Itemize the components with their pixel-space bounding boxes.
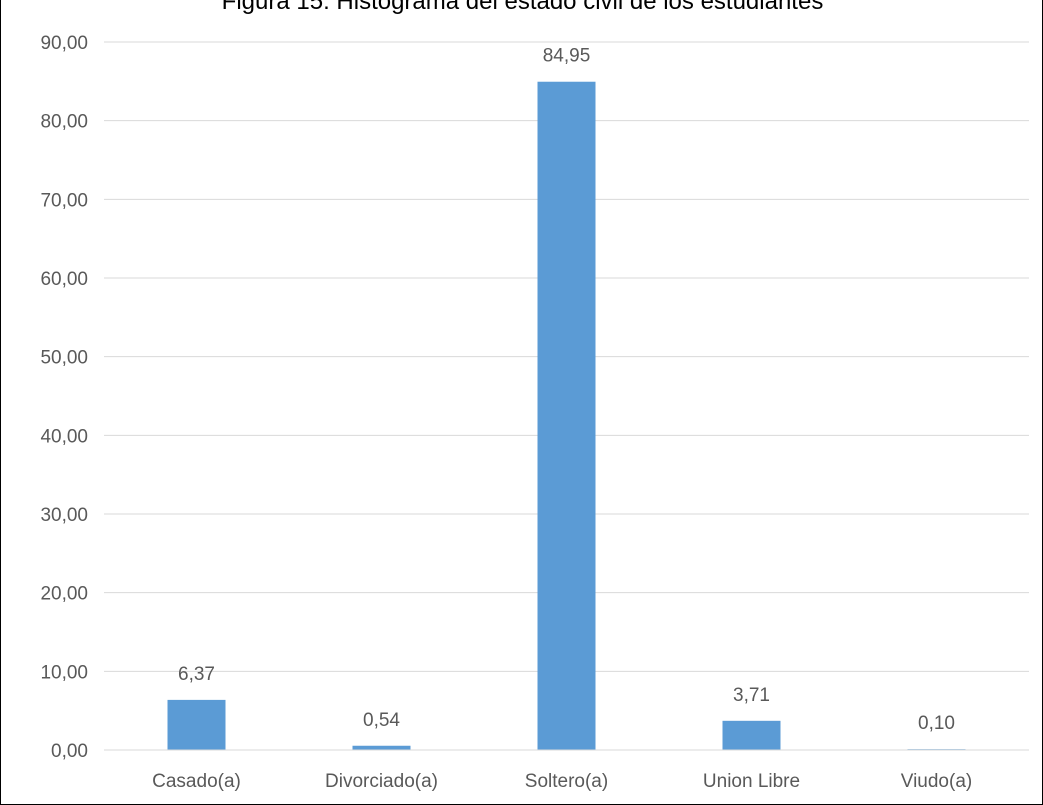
bar-union-libre <box>722 720 781 750</box>
bars <box>167 81 966 750</box>
y-tick-label: 70,00 <box>40 190 88 211</box>
data-labels: 6,37 0,54 84,95 3,71 0,10 <box>178 46 955 734</box>
x-category-label: Union Libre <box>703 771 800 792</box>
y-tick-label: 80,00 <box>40 112 88 133</box>
y-tick-label: 60,00 <box>40 269 88 290</box>
y-tick-label: 30,00 <box>40 505 88 526</box>
bar-casado-a <box>167 699 226 750</box>
x-category-label: Casado(a) <box>152 771 241 792</box>
data-label: 6,37 <box>178 664 215 685</box>
y-tick-label: 20,00 <box>40 584 88 605</box>
y-tick-label: 0,00 <box>51 741 88 762</box>
x-category-label: Viudo(a) <box>901 771 972 792</box>
x-category-label: Divorciado(a) <box>325 771 438 792</box>
y-tick-label: 40,00 <box>40 426 88 447</box>
y-tick-label: 50,00 <box>40 348 88 369</box>
chart-title: Figura 15: Histograma del estado civil d… <box>221 0 824 15</box>
data-label: 0,54 <box>363 710 400 731</box>
bar-soltero-a <box>537 81 596 750</box>
y-tick-label: 90,00 <box>40 33 88 54</box>
data-label: 3,71 <box>733 685 770 706</box>
y-tick-label: 10,00 <box>40 662 88 683</box>
x-category-label: Soltero(a) <box>525 771 608 792</box>
y-axis-ticks: 0,00 10,00 20,00 30,00 40,00 50,00 60,00 70,00 8… <box>40 33 88 762</box>
bar-divorciado-a <box>352 745 411 750</box>
data-label: 84,95 <box>543 46 591 67</box>
data-label: 0,10 <box>918 713 955 734</box>
x-axis-categories: Casado(a) Divorciado(a) Soltero(a) Union Li… <box>152 771 972 792</box>
